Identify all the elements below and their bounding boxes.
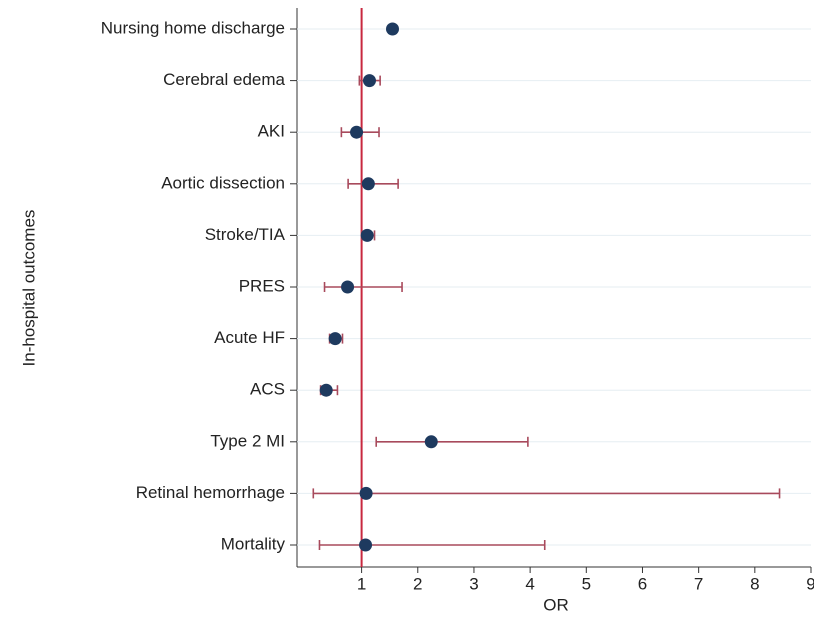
y-tick-label: Acute HF	[214, 328, 285, 347]
y-tick-label: Mortality	[221, 534, 286, 553]
point	[361, 177, 375, 191]
x-tick-label: 4	[525, 574, 534, 593]
y-tick-label: Type 2 MI	[210, 431, 285, 450]
x-tick-label: 1	[357, 574, 366, 593]
y-tick-label: Cerebral edema	[163, 70, 285, 89]
point	[360, 228, 374, 242]
x-tick-label: 3	[469, 574, 478, 593]
point	[350, 125, 364, 139]
y-tick-label: PRES	[239, 276, 285, 295]
y-tick-label: Aortic dissection	[161, 173, 285, 192]
x-tick-label: 8	[750, 574, 759, 593]
point	[362, 74, 376, 88]
point	[319, 383, 333, 397]
y-tick-label: ACS	[250, 380, 285, 399]
x-tick-label: 2	[413, 574, 422, 593]
y-tick-label: Nursing home discharge	[101, 18, 285, 37]
x-tick-label: 6	[638, 574, 647, 593]
y-tick-label: Retinal hemorrhage	[136, 483, 285, 502]
y-tick-label: Stroke/TIA	[205, 225, 286, 244]
point	[359, 486, 373, 500]
point	[341, 280, 355, 294]
point	[424, 435, 438, 449]
point	[359, 538, 373, 552]
x-tick-label: 5	[582, 574, 591, 593]
y-tick-label: AKI	[258, 122, 285, 141]
x-tick-label: 7	[694, 574, 703, 593]
point	[328, 332, 342, 346]
x-tick-label: 9	[806, 574, 814, 593]
x-axis-title: OR	[543, 595, 569, 614]
point	[385, 22, 399, 36]
y-axis-title: In-hospital outcomes	[19, 210, 38, 367]
